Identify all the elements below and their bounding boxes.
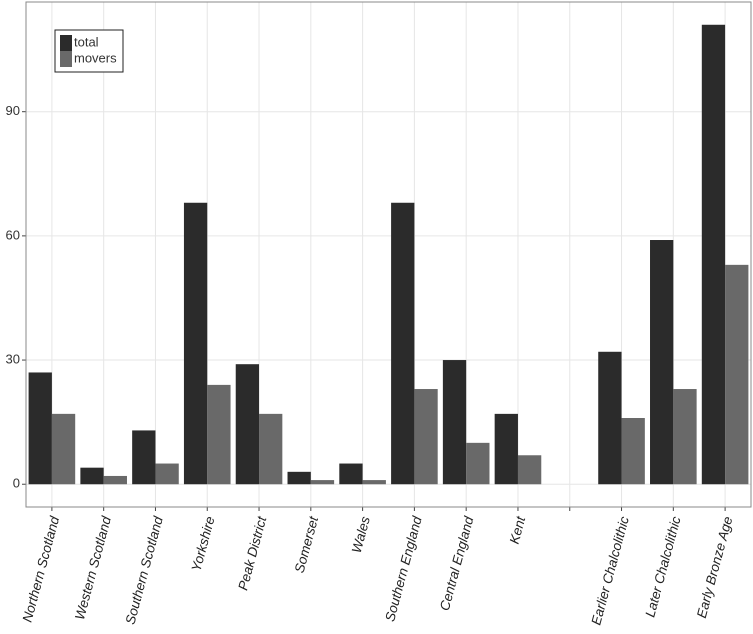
x-tick-label: Western Scotland: [72, 514, 114, 621]
x-tick-label: Somerset: [292, 514, 322, 575]
legend-label: movers: [74, 50, 117, 65]
bar: [494, 413, 518, 485]
bar: [466, 442, 490, 485]
bar: [103, 475, 127, 485]
bar: [362, 480, 386, 485]
bar: [598, 351, 622, 485]
y-tick-label: 30: [6, 351, 20, 366]
y-tick-label: 90: [6, 103, 20, 118]
bar: [725, 264, 749, 485]
legend-label: total: [74, 34, 99, 49]
bar: [517, 455, 542, 485]
x-tick-label: Southern England: [382, 514, 425, 623]
bar: [207, 384, 231, 485]
x-tick-label: Early Bronze Age: [694, 515, 736, 620]
x-tick-label: Wales: [349, 515, 373, 555]
bar: [339, 463, 363, 485]
bar: [391, 202, 415, 485]
x-tick-label: Earlier Chalcolithic: [588, 515, 631, 627]
bar: [673, 389, 697, 485]
x-tick-label: Kent: [507, 514, 529, 546]
y-tick-label: 0: [13, 476, 20, 491]
x-tick-label: Southern Scotland: [123, 514, 166, 626]
x-tick-label: Yorkshire: [189, 515, 218, 573]
panel-border: [25, 1, 752, 508]
bar: [155, 463, 179, 485]
bar: [80, 467, 104, 485]
x-tick-label: Northern Scotland: [20, 514, 63, 623]
x-tick-label: Peak District: [235, 514, 269, 592]
bar: [287, 471, 311, 485]
legend-swatch: [60, 35, 72, 51]
bar: [310, 480, 335, 485]
y-tick-label: 60: [6, 227, 20, 242]
bar: [235, 364, 260, 485]
bar: [259, 413, 283, 485]
bar: [414, 389, 438, 485]
bar: [442, 360, 467, 485]
bar: [132, 430, 156, 485]
x-tick-label: Later Chalcolithic: [642, 515, 683, 619]
bar: [28, 372, 52, 485]
bar: [183, 202, 208, 485]
legend-swatch: [60, 51, 72, 67]
x-tick-label: Central England: [437, 514, 477, 612]
bar: [51, 413, 76, 485]
bar: [621, 418, 645, 485]
bar: [650, 240, 674, 485]
bar: [701, 24, 726, 485]
